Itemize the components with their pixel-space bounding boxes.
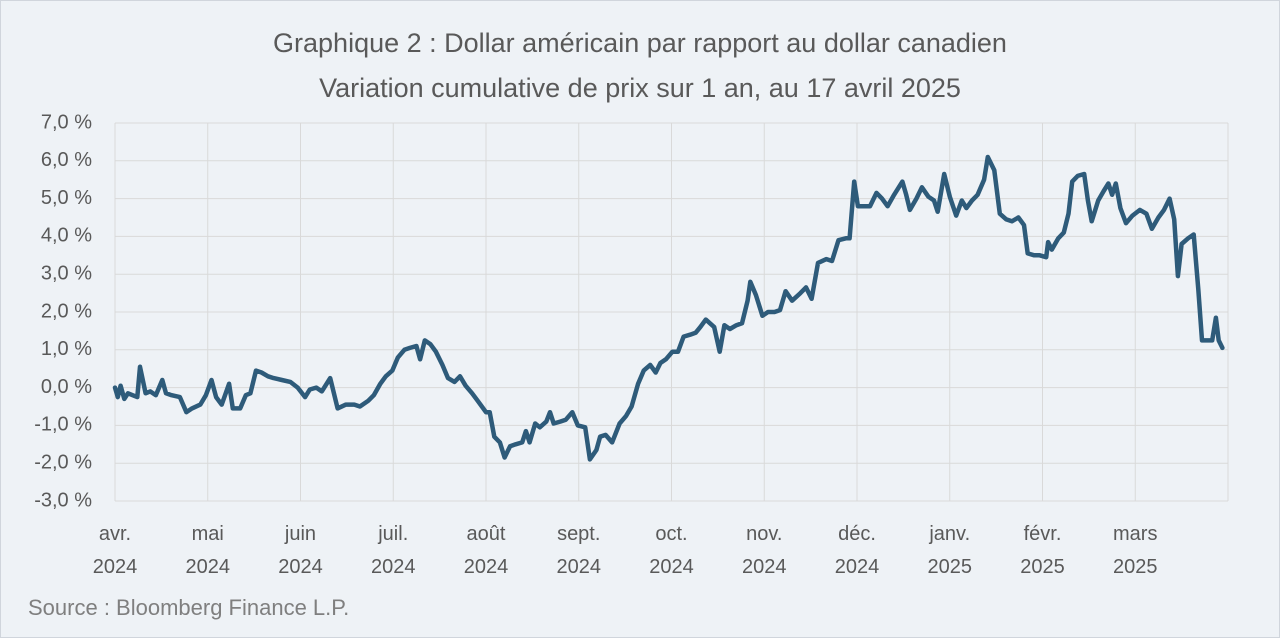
x-tick-label: déc. 2024: [835, 523, 880, 578]
x-tick-label: sept. 2024: [557, 523, 602, 578]
x-tick-label: avr. 2024: [93, 523, 138, 578]
y-tick-label: 7,0 %: [41, 111, 92, 133]
x-tick-label: mars 2025: [1113, 523, 1158, 578]
x-tick-label: nov. 2024: [742, 523, 787, 578]
x-tick-label: oct. 2024: [649, 523, 694, 578]
y-tick-label: -2,0 %: [34, 451, 92, 473]
x-tick-label: août 2024: [464, 523, 509, 578]
x-tick-label: juil. 2024: [371, 523, 416, 578]
y-tick-label: -3,0 %: [34, 489, 92, 511]
chart-subtitle: Variation cumulative de prix sur 1 an, a…: [319, 73, 961, 103]
x-tick-label: mai 2024: [186, 523, 231, 578]
x-tick-label: févr. 2025: [1020, 523, 1065, 578]
y-tick-label: 0,0 %: [41, 376, 92, 398]
chart-title: Graphique 2 : Dollar américain par rappo…: [273, 28, 1007, 58]
y-tick-label: 3,0 %: [41, 262, 92, 284]
data-line: [112, 154, 1225, 462]
y-tick-label: 5,0 %: [41, 187, 92, 209]
y-tick-label: -1,0 %: [34, 414, 92, 436]
y-tick-label: 6,0 %: [41, 149, 92, 171]
y-tick-label: 2,0 %: [41, 300, 92, 322]
y-tick-label: 1,0 %: [41, 338, 92, 360]
x-tick-label: janv. 2025: [928, 523, 973, 578]
source-note: Source : Bloomberg Finance L.P.: [28, 595, 349, 620]
x-tick-label: juin 2024: [278, 523, 323, 578]
y-tick-label: 4,0 %: [41, 225, 92, 247]
